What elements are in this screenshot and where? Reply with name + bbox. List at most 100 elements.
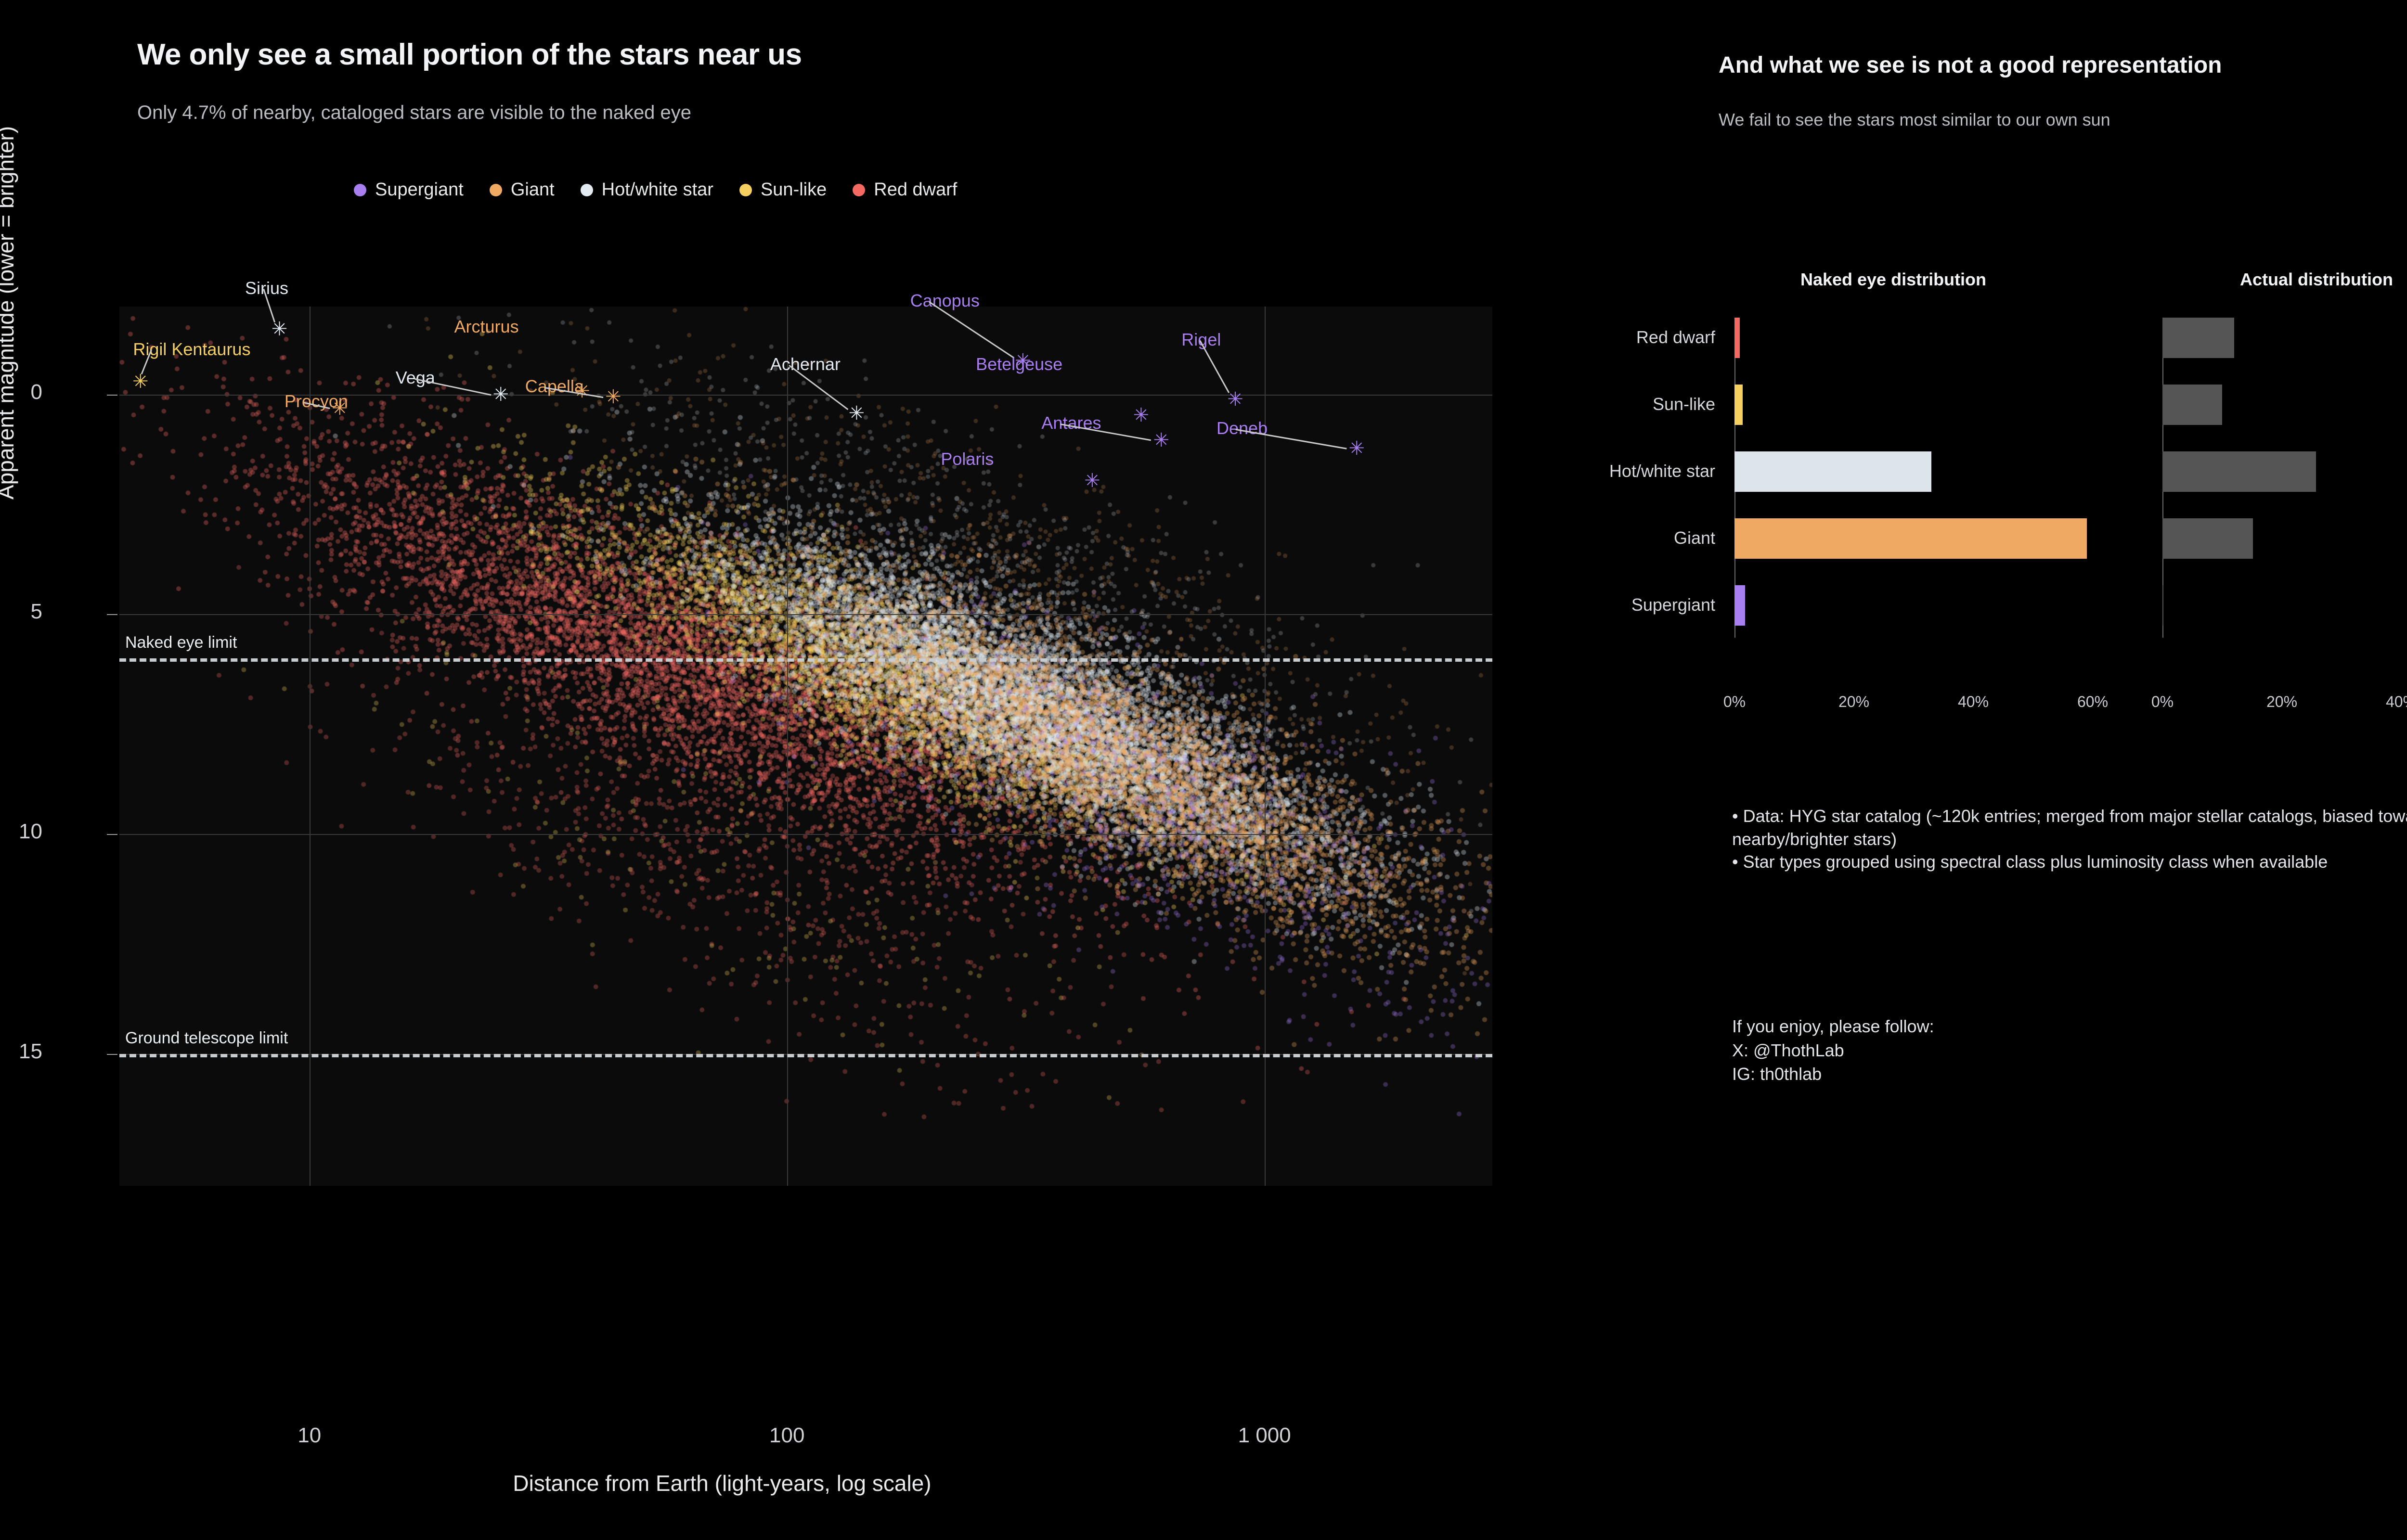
star-label-rigel: Rigel [1181,330,1221,350]
star-marker-deneb: ✳ [1348,437,1365,459]
star-marker-procyon: ✳ [331,398,348,419]
x-tick-label: 1 000 [1238,1424,1291,1447]
legend-item-hot-white-star[interactable]: Hot/white star [580,180,713,200]
y-gridline [119,394,1492,396]
page-title: We only see a small portion of the stars… [137,38,802,71]
distribution-panel: And what we see is not a good representa… [1540,0,2407,1540]
legend-item-label: Hot/white star [601,180,713,200]
legend-item-giant[interactable]: Giant [489,180,555,200]
scatter-points [119,307,1492,1186]
star-label-arcturus: Arcturus [454,317,519,337]
follow-x-handle: X: @ThothLab [1732,1040,1844,1060]
x-tick-label: 100 [769,1424,805,1447]
star-marker-canopus: ✳ [1015,350,1031,372]
bar-nakedeye-red-dwarf[interactable] [1734,318,1740,358]
star-label-betelgeuse: Betelgeuse [976,354,1063,374]
bar-x-tick-label: 0% [1723,693,1746,710]
limit-line-naked-eye [119,658,1492,662]
star-label-sirius: Sirius [245,278,289,298]
x-gridline [787,307,788,1186]
bar-category-label-hot-white-star: Hot/white star [1609,461,1715,481]
bar-x-tick-label: 40% [1957,693,1989,710]
legend-item-supergiant[interactable]: Supergiant [354,180,464,200]
y-tick-mark [107,1053,117,1055]
limit-line-ground-telescope [119,1053,1492,1057]
limit-label-naked-eye: Naked eye limit [125,633,237,652]
star-marker-sirius: ✳ [271,319,288,340]
bar-nakedeye-sun-like[interactable] [1734,385,1743,425]
limit-label-ground-telescope: Ground telescope limit [125,1028,288,1047]
bar-actual-sun-like[interactable] [2162,385,2222,425]
star-label-canopus: Canopus [910,290,980,310]
legend-color-dot [739,183,752,196]
bar-x-tick-label: 20% [1838,693,1870,710]
distribution-bar-charts: Naked eye distribution 0% 20% 40% 60% Actual … [1540,0,2407,751]
y-gridline [119,614,1492,616]
star-marker-achernar: ✳ [848,402,865,424]
bar-x-tick-label: 40% [2385,693,2407,710]
x-axis-label: Distance from Earth (light-years, log sc… [513,1471,932,1496]
bar-x-tick-label: 20% [2266,693,2298,710]
y-tick-label: 5 [30,600,42,624]
star-marker-polaris: ✳ [1084,470,1100,491]
data-notes: • Data: HYG star catalog (~120k entries;… [1732,805,2407,873]
star-marker-rigil-kentaurus: ✳ [132,371,149,393]
legend-item-label: Sun-like [760,180,827,200]
star-label-rigil-kentaurus: Rigil Kentaurus [133,339,251,359]
bar-nakedeye-hot-white-star[interactable] [1734,451,1932,492]
legend-item-sun-like[interactable]: Sun-like [739,180,827,200]
follow-ig-handle: IG: th0thlab [1732,1064,1822,1084]
star-marker-betelgeuse: ✳ [1133,405,1150,426]
bar-x-tick-label: 60% [2077,693,2109,710]
bar-actual-hot-white-star[interactable] [2162,451,2316,492]
legend-item-red-dwarf[interactable]: Red dwarf [853,180,957,200]
bar-chart-title-naked-eye: Naked eye distribution [1800,270,1987,289]
note-line: • Data: HYG star catalog (~120k entries;… [1732,806,2407,849]
bar-x-tick-label: 0% [2151,693,2174,710]
star-label-deneb: Deneb [1216,418,1268,438]
bar-category-label-sun-like: Sun-like [1652,394,1715,414]
bar-actual-giant[interactable] [2162,518,2253,559]
legend-item-label: Supergiant [375,180,464,200]
star-label-capella: Capella [525,376,584,396]
x-gridline [309,307,311,1186]
bar-nakedeye-supergiant[interactable] [1734,585,1746,626]
bar-actual-supergiant[interactable] [2162,585,2163,626]
legend-item-label: Red dwarf [874,180,958,200]
star-marker-antares: ✳ [1153,429,1169,451]
y-gridline [119,834,1492,835]
legend-color-dot [580,183,593,196]
star-marker-vega: ✳ [492,384,509,406]
star-marker-capella: ✳ [605,386,621,408]
page-subtitle: Only 4.7% of nearby, cataloged stars are… [137,102,692,123]
follow-heading: If you enjoy, please follow: [1732,1016,1934,1036]
y-axis-label: Apparent magnitude (lower = brighter) [0,126,18,500]
y-tick-label: 10 [19,820,42,844]
bar-chart-title-actual: Actual distribution [2240,270,2393,289]
y-tick-label: 0 [30,380,42,404]
x-gridline [1264,307,1266,1186]
star-label-antares: Antares [1041,413,1101,433]
scatter-panel: We only see a small portion of the stars… [0,38,1492,1496]
bar-category-label-red-dwarf: Red dwarf [1636,327,1715,347]
bar-nakedeye-giant[interactable] [1734,518,2087,559]
star-marker-rigel: ✳ [1227,388,1243,410]
star-type-legend: Supergiant Giant Hot/white star Sun-like Red… [354,180,983,200]
star-marker-arcturus: ✳ [574,381,590,402]
y-tick-label: 15 [19,1039,42,1063]
star-label-polaris: Polaris [941,449,994,469]
y-tick-mark [107,614,117,616]
note-line: • Star types grouped using spectral clas… [1732,852,2328,872]
legend-color-dot [489,183,502,196]
star-label-achernar: Achernar [770,354,841,374]
bar-actual-red-dwarf[interactable] [2162,318,2234,358]
legend-item-label: Giant [510,180,555,200]
x-tick-label: 10 [298,1424,322,1447]
right-panel-subtitle: We fail to see the stars most similar to… [1719,110,2110,129]
y-tick-mark [107,834,117,835]
star-label-procyon: Procyon [284,391,348,411]
right-panel-title: And what we see is not a good representa… [1719,52,2222,78]
legend-color-dot [354,183,366,196]
scatter-plot-area: Naked eye limit Ground telescope limit ✳ S… [119,278,1492,1186]
bar-category-label-giant: Giant [1673,528,1715,548]
